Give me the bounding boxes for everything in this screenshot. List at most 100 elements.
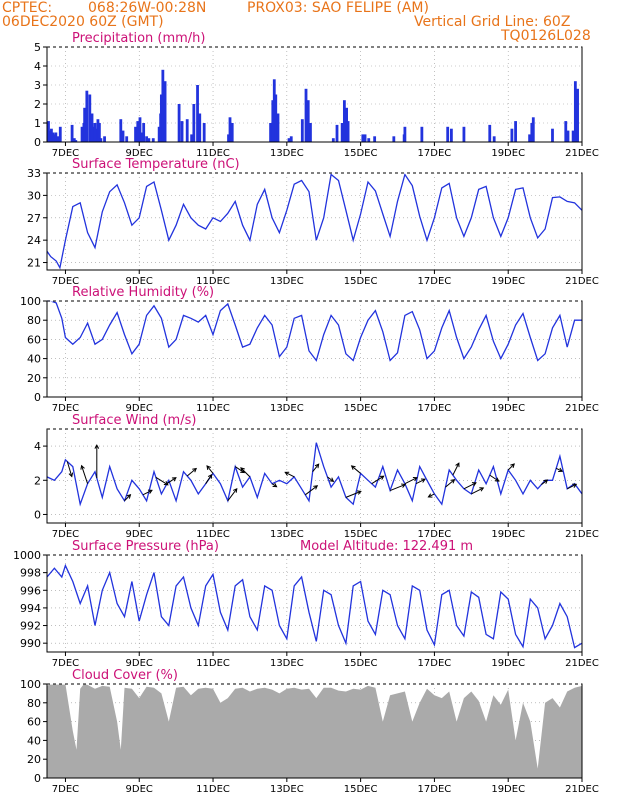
panel-frame	[46, 46, 583, 143]
x-tick-label: 9DEC	[126, 784, 153, 795]
precip-bar	[95, 128, 98, 142]
wind-arrow	[284, 471, 295, 478]
precip-bar	[142, 123, 146, 142]
wind-arrow	[124, 494, 131, 502]
precip-bar	[202, 123, 206, 142]
wind-arrow	[489, 474, 500, 482]
precip-bar	[289, 136, 293, 142]
x-tick-label: 15DEC	[344, 148, 378, 159]
precip-bar	[83, 107, 87, 142]
x-tick-label: 15DEC	[344, 529, 378, 540]
panel-title: Cloud Cover (%)	[72, 668, 178, 683]
precip-bar	[96, 119, 100, 142]
wind-line	[46, 442, 583, 507]
precip-bar	[58, 126, 62, 142]
wind-arrow-head	[68, 472, 74, 478]
y-tick-label: 0	[34, 508, 41, 521]
precip-bar	[70, 124, 74, 142]
y-tick-label: 30	[27, 189, 41, 202]
wind-arrow-head	[163, 481, 169, 486]
wind-arrow-head	[455, 462, 460, 468]
precip-bar	[85, 90, 89, 142]
wind-arrow	[507, 463, 515, 471]
wind-arrow	[471, 487, 484, 495]
y-tick-label: 0	[34, 772, 41, 785]
precip-bar	[514, 121, 517, 142]
wind-arrow-head	[350, 465, 356, 470]
panel-title: Precipitation (mm/h)	[72, 31, 205, 46]
y-tick-label: 1000	[13, 549, 41, 562]
y-tick-label: 27	[27, 212, 41, 225]
wind-arrow-head	[147, 489, 153, 494]
panel-humidity	[43, 300, 583, 401]
precip-bar	[304, 88, 308, 142]
wind-arrow	[415, 478, 426, 485]
wind-arrow-head	[80, 464, 85, 470]
precip-bar	[564, 121, 568, 142]
y-tick-label: 80	[27, 697, 41, 710]
wind-arrow	[371, 475, 384, 485]
x-tick-label: 13DEC	[270, 658, 304, 669]
precip-bar	[420, 126, 424, 142]
wind-arrow-head	[427, 493, 433, 498]
precip-bar	[361, 134, 365, 142]
precip-bar	[52, 134, 56, 142]
precip-bar	[185, 119, 189, 142]
wind-arrow-head	[232, 487, 238, 493]
precip-bar	[345, 107, 348, 142]
y-tick-label: 24	[27, 234, 41, 247]
wind-arrow-head	[206, 465, 211, 470]
precip-bar	[47, 121, 50, 142]
precip-bar	[230, 123, 234, 142]
wind-arrow	[404, 477, 418, 485]
x-tick-label: 13DEC	[270, 529, 304, 540]
x-tick-label: 11DEC	[196, 784, 230, 795]
x-tick-label: 19DEC	[491, 403, 525, 414]
wind-arrow-head	[379, 475, 385, 480]
precip-bar	[566, 130, 570, 142]
x-tick-label: 11DEC	[196, 276, 230, 287]
precip-bar	[90, 113, 94, 142]
wind-arrow	[206, 465, 214, 474]
panel-precip	[43, 46, 583, 146]
wind-arrow-head	[313, 485, 319, 490]
header-coords: 068:26W-00:28N	[88, 0, 207, 16]
precip-bar	[274, 94, 278, 142]
precip-bar	[276, 113, 280, 142]
x-tick-label: 13DEC	[270, 276, 304, 287]
precip-bar	[163, 81, 167, 142]
wind-arrow-head	[558, 467, 564, 472]
x-tick-label: 11DEC	[196, 658, 230, 669]
y-tick-label: 100	[20, 295, 41, 308]
precip-bar	[528, 134, 532, 142]
precip-bar	[157, 126, 161, 142]
precip-bar	[342, 100, 346, 142]
x-tick-label: 9DEC	[126, 529, 153, 540]
precip-bar	[159, 94, 163, 142]
precip-bar	[147, 138, 151, 142]
wind-arrow	[345, 490, 362, 498]
y-tick-label: 2	[34, 474, 41, 487]
precip-bar	[180, 121, 184, 142]
precip-bar	[56, 136, 60, 142]
precip-bar	[228, 117, 232, 142]
precip-bar	[198, 113, 202, 142]
x-tick-label: 21DEC	[565, 148, 599, 159]
wind-arrow	[312, 463, 320, 473]
precip-bar	[306, 100, 310, 142]
wind-arrow	[555, 467, 563, 472]
wind-arrow	[142, 489, 153, 496]
wind-arrow-head	[471, 482, 477, 487]
precip-bar	[99, 138, 103, 142]
precip-bar	[134, 126, 137, 142]
wind-arrow	[389, 484, 406, 491]
panel-title: Relative Humidity (%)	[72, 285, 214, 300]
precip-bar	[177, 104, 181, 142]
header-date: 06DEC2020 60Z (GMT)	[2, 14, 164, 30]
wind-arrow-head	[240, 467, 245, 472]
x-tick-label: 13DEC	[270, 403, 304, 414]
wind-arrow-head	[272, 482, 278, 488]
precip-bar	[271, 100, 275, 142]
precip-bar	[531, 117, 535, 142]
precip-bar	[335, 124, 339, 142]
